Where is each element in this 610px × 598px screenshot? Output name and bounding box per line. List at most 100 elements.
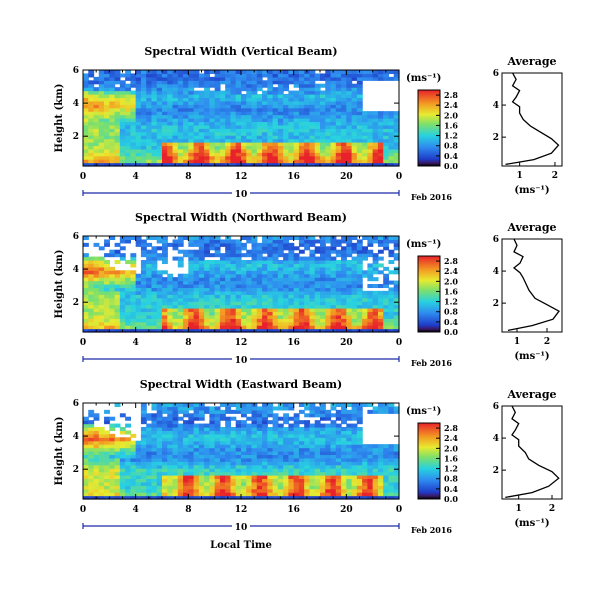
heatmap-cell [156, 162, 163, 167]
heatmap-cell [156, 284, 163, 289]
heatmap-cell [304, 406, 311, 411]
heatmap-cell [235, 284, 242, 289]
heatmap-cell [104, 409, 110, 414]
heatmap-cell [346, 318, 353, 323]
heatmap-cell [335, 297, 342, 302]
heatmap-cell [125, 94, 131, 99]
heatmap-cell [272, 284, 279, 289]
heatmap-cell [314, 100, 321, 105]
heatmap-cell [330, 263, 337, 268]
heatmap-cell [193, 321, 200, 326]
heatmap-cell [172, 83, 179, 88]
heatmap-cell [204, 454, 210, 459]
heatmap-cell [383, 246, 390, 251]
heatmap-cell [151, 423, 158, 428]
heatmap-cell [356, 468, 363, 473]
heatmap-cell [267, 294, 274, 299]
heatmap-cell [156, 304, 163, 309]
heatmap-cell [119, 253, 126, 258]
heatmap-cell [309, 100, 316, 105]
heatmap-cell [241, 100, 247, 105]
colorbar-gradient [417, 255, 441, 333]
heatmap-cell [288, 406, 295, 411]
profile-x-label: (ms⁻¹) [514, 518, 549, 529]
heatmap-cell [267, 488, 274, 493]
heatmap-cell [225, 420, 232, 425]
heatmap-cell [98, 100, 105, 105]
heatmap-cell [172, 284, 179, 289]
heatmap-cell [156, 325, 163, 330]
heatmap-cell [135, 159, 142, 164]
heatmap-cell [393, 481, 400, 486]
heatmap-cell [130, 135, 137, 140]
heatmap-cell [130, 107, 137, 112]
heatmap-cell [146, 413, 153, 418]
heatmap-cell [140, 318, 147, 323]
heatmap-cell [351, 111, 358, 116]
heatmap-cell [251, 468, 258, 473]
heatmap-cell [320, 114, 326, 119]
heatmap-cell [125, 260, 131, 265]
heatmap-cell [351, 311, 358, 316]
heatmap-cell [209, 118, 216, 123]
heatmap-cell [330, 485, 337, 490]
heatmap-cell [351, 437, 358, 442]
heatmap-cell [241, 121, 247, 126]
heatmap-cell [277, 437, 284, 442]
heatmap-cell [214, 152, 221, 157]
heatmap-cell [135, 142, 142, 147]
heatmap-cell [83, 492, 89, 497]
heatmap-cell [293, 437, 300, 442]
heatmap-cell [377, 249, 384, 254]
heatmap-cell [188, 118, 195, 123]
heatmap-cell [188, 135, 195, 140]
heatmap-cell [183, 481, 189, 486]
heatmap-cell [272, 457, 279, 462]
heatmap-cell [114, 280, 121, 285]
heatmap-cell [246, 159, 253, 164]
heatmap-cell [183, 124, 189, 129]
heatmap-cell [214, 447, 221, 452]
heatmap-cell [146, 104, 153, 109]
heatmap-cell [88, 447, 95, 452]
heatmap-cell [388, 481, 395, 486]
heatmap-cell [162, 321, 168, 326]
heatmap-cell [109, 273, 116, 278]
heatmap-cell [272, 253, 279, 258]
heatmap-cell [188, 236, 195, 241]
heatmap-cell [209, 94, 216, 99]
heatmap-cell [188, 471, 195, 476]
heatmap-cell [88, 256, 95, 261]
heatmap-cell [314, 485, 321, 490]
heatmap-cell [241, 492, 247, 497]
heatmap-cell [272, 311, 279, 316]
heatmap-cell [146, 138, 153, 143]
heatmap-cell [335, 90, 342, 95]
heatmap-cell [388, 294, 395, 299]
heatmap-cell [140, 87, 147, 92]
heatmap-cell [88, 478, 95, 483]
heatmap-cell [209, 121, 216, 126]
heatmap-cell [383, 121, 390, 126]
heatmap-cell [188, 239, 195, 244]
heatmap-cell [356, 461, 363, 466]
heatmap-cell [325, 94, 332, 99]
heatmap-cell [88, 277, 95, 282]
heatmap-cell [293, 447, 300, 452]
heatmap-cell [183, 290, 189, 295]
heatmap-cell [304, 138, 311, 143]
heatmap-cell [377, 444, 384, 449]
y-tick-label: 4 [73, 265, 79, 275]
heatmap-cell [93, 263, 100, 268]
heatmap-cell [335, 478, 342, 483]
heatmap-cell [388, 148, 395, 153]
heatmap-cell [198, 256, 205, 261]
heatmap-cell [351, 423, 358, 428]
heatmap-cell [304, 294, 311, 299]
heatmap-cell [277, 121, 284, 126]
heatmap-cell [277, 464, 284, 469]
heatmap-cell [104, 447, 110, 452]
profile-line [505, 72, 560, 166]
heatmap-cell [93, 80, 100, 85]
x-tick-label: 16 [287, 338, 300, 348]
